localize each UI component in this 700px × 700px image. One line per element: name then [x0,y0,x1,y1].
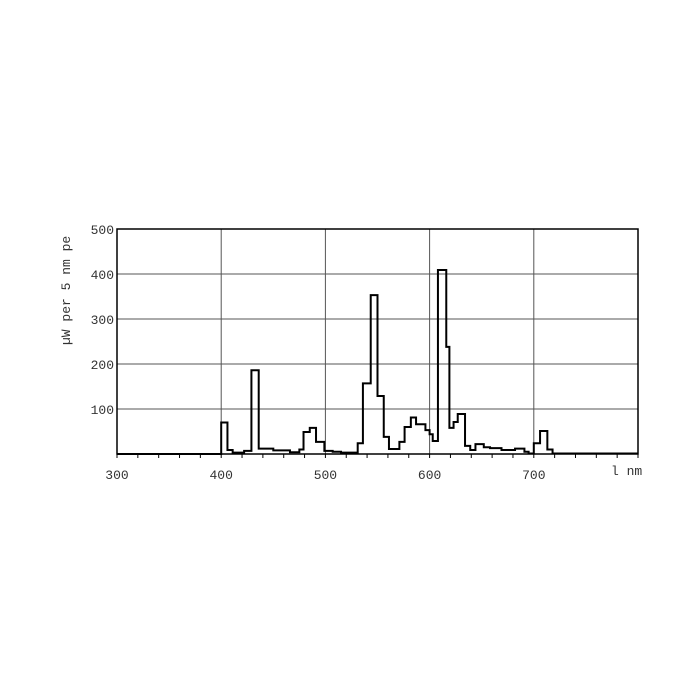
y-tick-label: 500 [91,223,114,238]
x-tick-label: 400 [209,468,232,483]
x-tick-label: 300 [105,468,128,483]
y-tick-label: 100 [91,403,114,418]
y-axis-label: µW per 5 nm pe [59,236,74,345]
x-tick-labels: 300 400 500 600 700 [105,468,545,483]
spectrum-step-line [117,268,638,455]
x-tick-label: 600 [418,468,441,483]
x-tick-label: 500 [314,468,337,483]
y-tick-label: 200 [91,358,114,373]
y-tick-label: 400 [91,268,114,283]
y-tick-labels: 100 200 300 400 500 [91,223,114,418]
x-axis-label: l nm [611,464,642,479]
x-tick-label: 700 [522,468,545,483]
y-tick-label: 300 [91,313,114,328]
plot-frame [116,228,639,455]
